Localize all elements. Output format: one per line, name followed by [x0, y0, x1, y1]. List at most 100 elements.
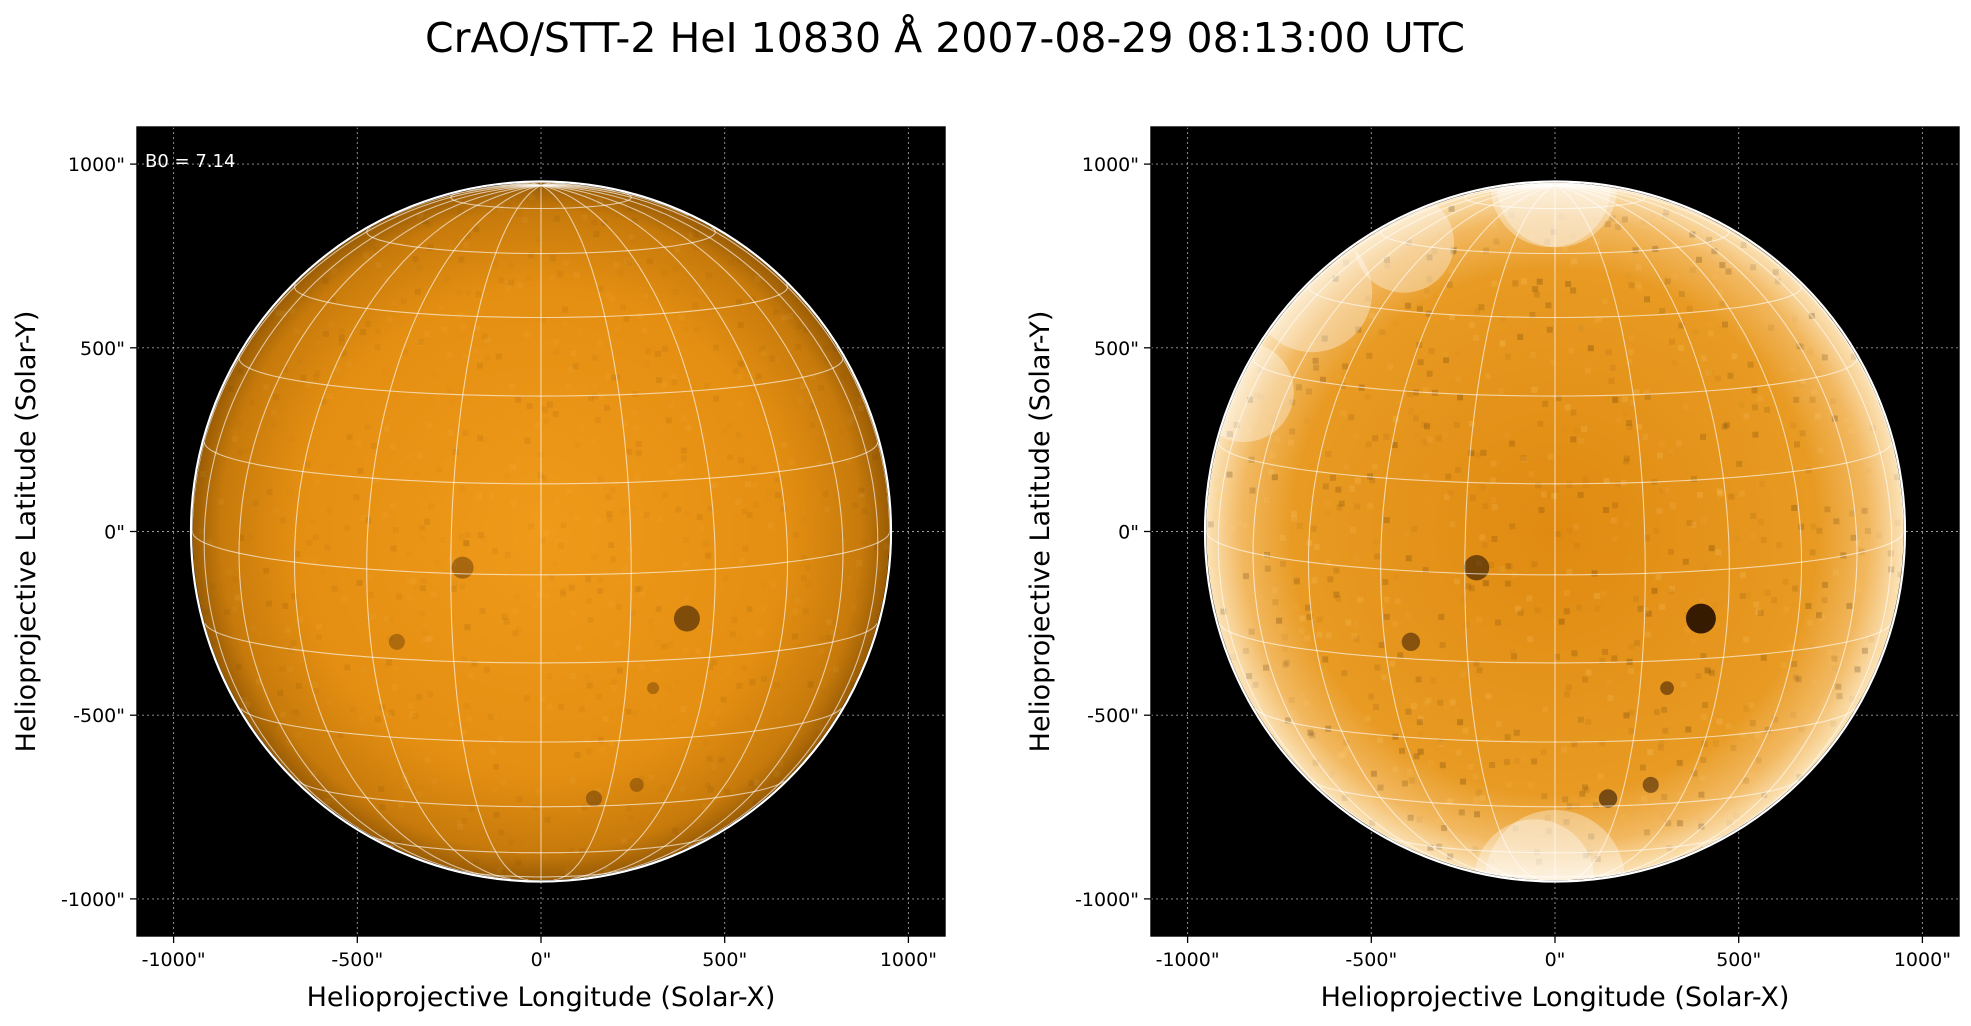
texture-pixel — [583, 384, 589, 390]
texture-pixel — [526, 275, 532, 281]
solar-features-left — [198, 192, 890, 879]
texture-pixel — [1757, 395, 1764, 402]
texture-pixel — [1571, 741, 1578, 748]
texture-pixel — [1807, 349, 1813, 355]
texture-pixel — [597, 484, 603, 490]
texture-pixel — [1551, 492, 1558, 499]
texture-pixel — [1425, 697, 1432, 704]
texture-pixel — [1393, 574, 1399, 580]
texture-pixel — [625, 749, 631, 755]
texture-pixel — [1475, 452, 1482, 458]
texture-pixel — [1622, 411, 1628, 417]
texture-pixel — [461, 817, 468, 824]
texture-pixel — [242, 697, 248, 703]
texture-pixel — [707, 505, 713, 512]
texture-pixel — [591, 554, 597, 560]
texture-pixel — [1723, 422, 1730, 429]
texture-pixel — [1426, 436, 1433, 443]
texture-pixel — [1520, 756, 1527, 763]
texture-pixel — [350, 707, 356, 713]
texture-pixel — [510, 463, 517, 470]
texture-pixel — [1491, 280, 1498, 287]
texture-pixel — [737, 636, 743, 642]
texture-pixel — [471, 660, 478, 667]
texture-pixel — [873, 544, 880, 551]
texture-pixel — [1340, 382, 1346, 389]
texture-pixel — [1680, 681, 1687, 688]
texture-pixel — [733, 368, 739, 374]
texture-pixel — [685, 510, 691, 516]
texture-pixel — [338, 334, 345, 341]
texture-pixel — [421, 578, 427, 584]
texture-pixel — [1239, 461, 1246, 468]
texture-pixel — [610, 556, 617, 563]
texture-pixel — [800, 575, 807, 582]
texture-pixel — [666, 685, 672, 691]
texture-pixel — [1247, 381, 1254, 387]
texture-pixel — [635, 318, 641, 324]
texture-pixel — [1547, 453, 1554, 460]
texture-pixel — [1340, 751, 1347, 758]
texture-pixel — [1750, 512, 1757, 519]
texture-pixel — [604, 404, 610, 411]
texture-pixel — [287, 666, 294, 672]
texture-pixel — [1626, 358, 1633, 365]
texture-pixel — [1628, 334, 1635, 341]
texture-pixel — [199, 471, 206, 478]
texture-pixel — [693, 659, 699, 665]
texture-pixel — [756, 628, 763, 635]
texture-pixel — [1738, 490, 1745, 497]
texture-pixel — [450, 400, 456, 406]
texture-pixel — [769, 582, 776, 589]
texture-pixel — [838, 624, 844, 630]
texture-pixel — [1827, 659, 1834, 665]
texture-pixel — [861, 448, 868, 455]
texture-pixel — [793, 617, 799, 623]
texture-pixel — [1406, 390, 1413, 397]
texture-pixel — [1562, 246, 1569, 253]
texture-pixel — [1794, 441, 1800, 448]
texture-pixel — [549, 575, 555, 581]
texture-pixel — [476, 493, 483, 500]
texture-pixel — [393, 665, 399, 671]
texture-pixel — [1677, 344, 1684, 351]
texture-pixel — [290, 436, 296, 442]
texture-pixel — [447, 430, 454, 436]
texture-pixel — [725, 493, 731, 499]
texture-pixel — [590, 330, 596, 336]
texture-pixel — [539, 537, 546, 544]
texture-pixel — [1531, 561, 1538, 568]
texture-pixel — [774, 477, 781, 483]
texture-pixel — [626, 448, 633, 455]
texture-pixel — [233, 576, 239, 582]
texture-pixel — [1342, 376, 1349, 383]
texture-pixel — [232, 435, 238, 442]
texture-pixel — [626, 259, 633, 266]
texture-pixel — [390, 443, 397, 450]
texture-pixel — [1764, 726, 1771, 733]
texture-pixel — [1427, 765, 1433, 771]
texture-pixel — [1395, 397, 1402, 404]
texture-pixel — [631, 217, 638, 224]
texture-pixel — [610, 684, 617, 691]
texture-pixel — [1544, 239, 1551, 245]
texture-pixel — [415, 471, 421, 477]
texture-pixel — [1292, 602, 1299, 609]
texture-pixel — [383, 276, 390, 282]
texture-pixel — [1815, 413, 1821, 420]
texture-pixel — [1674, 850, 1681, 857]
texture-pixel — [481, 333, 488, 340]
texture-pixel — [1485, 693, 1492, 700]
texture-pixel — [501, 613, 508, 620]
texture-pixel — [324, 798, 331, 805]
texture-pixel — [1651, 505, 1657, 511]
texture-pixel — [257, 630, 263, 636]
longitude-line — [393, 184, 542, 217]
texture-pixel — [641, 765, 647, 771]
texture-pixel — [474, 324, 481, 331]
texture-pixel — [801, 517, 807, 523]
texture-pixel — [543, 530, 549, 537]
texture-pixel — [731, 617, 738, 624]
texture-pixel — [1588, 833, 1595, 840]
texture-pixel — [1565, 684, 1572, 691]
